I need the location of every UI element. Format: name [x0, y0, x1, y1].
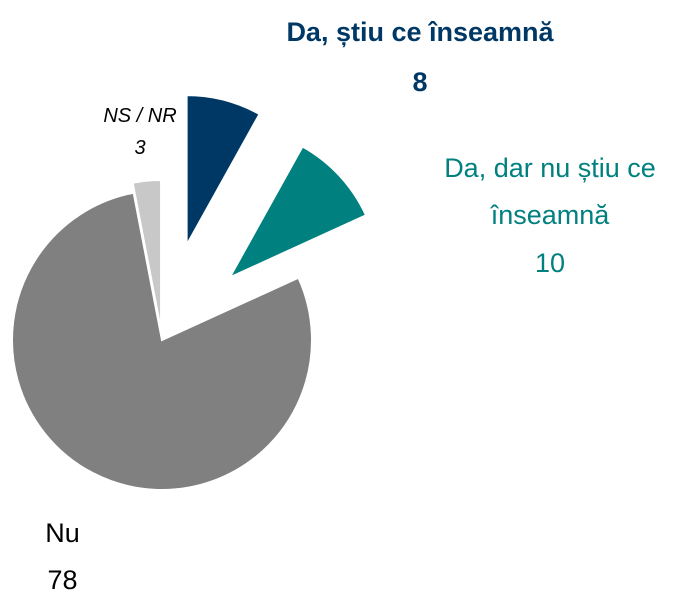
slice-label: Da, dar nu știu ce înseamnă 10 [405, 145, 695, 287]
pie-slice [185, 94, 261, 249]
slice-value: 78 [47, 565, 78, 596]
slice-name: NS / NR [103, 105, 177, 127]
slice-label: Da, știu ce înseamnă 8 [255, 8, 585, 108]
slice-name: Nu [45, 518, 80, 548]
slice-label: NS / NR 3 [95, 100, 185, 164]
slice-name: Da, știu ce înseamnă [286, 17, 554, 47]
slice-value: 10 [534, 247, 566, 278]
slice-label: Nu 78 [20, 510, 105, 601]
pie-slice [11, 191, 313, 491]
pie-slice [131, 179, 163, 331]
slice-value: 8 [412, 66, 428, 97]
slice-value: 3 [134, 137, 146, 159]
pie-slice [227, 145, 368, 280]
slice-name: Da, dar nu știu ce înseamnă [444, 153, 656, 231]
